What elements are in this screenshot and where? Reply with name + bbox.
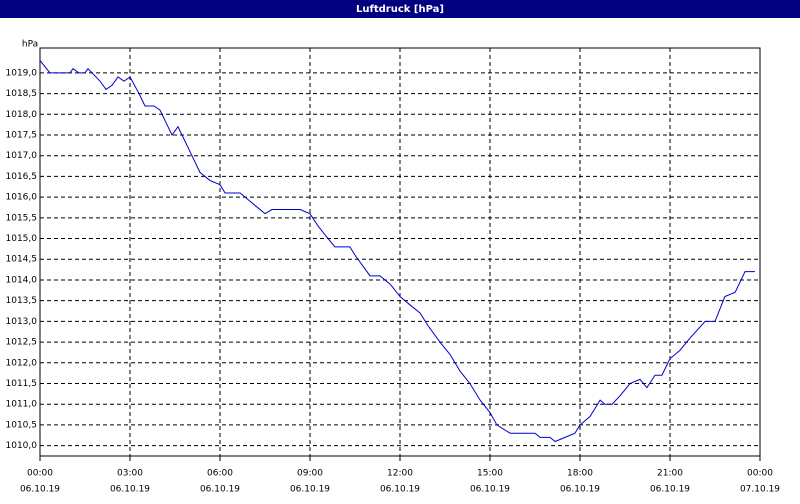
x-tick-label: 03:00 <box>117 469 143 479</box>
y-tick-label: 1014,0 <box>6 275 38 285</box>
y-tick-label: 1013,5 <box>6 296 38 306</box>
x-tick-label: 18:00 <box>567 469 593 479</box>
y-tick-label: 1010,0 <box>6 441 38 451</box>
y-tick-label: 1010,5 <box>6 420 38 430</box>
x-tick-date: 06.10.19 <box>290 485 330 495</box>
y-tick-label: 1012,5 <box>6 338 38 348</box>
y-tick-label: 1013,0 <box>6 317 38 327</box>
data-line <box>39 60 755 443</box>
x-tick-date: 06.10.19 <box>200 485 240 495</box>
x-tick-label: 21:00 <box>657 469 683 479</box>
x-tick-label: 06:00 <box>207 469 233 479</box>
y-tick-label: 1016,0 <box>6 193 38 203</box>
y-tick-label: 1017,0 <box>6 151 38 161</box>
x-tick-date: 06.10.19 <box>650 485 690 495</box>
y-tick-label: 1015,0 <box>6 234 38 244</box>
y-tick-label: 1018,5 <box>6 89 38 99</box>
x-tick-date: 06.10.19 <box>110 485 150 495</box>
x-tick-date: 06.10.19 <box>20 485 60 495</box>
x-tick-label: 12:00 <box>387 469 413 479</box>
x-tick-date: 06.10.19 <box>470 485 510 495</box>
x-tick-label: 00:00 <box>747 469 773 479</box>
x-tick-date: 06.10.19 <box>380 485 420 495</box>
x-tick-label: 09:00 <box>297 469 323 479</box>
y-unit: hPa <box>22 40 38 50</box>
x-tick-date: 06.10.19 <box>560 485 600 495</box>
y-tick-label: 1015,5 <box>6 213 38 223</box>
y-tick-label: 1018,0 <box>6 110 38 120</box>
y-tick-label: 1017,5 <box>6 130 38 140</box>
x-tick-date: 07.10.19 <box>740 485 780 495</box>
x-tick-label: 00:00 <box>27 469 53 479</box>
x-tick-label: 15:00 <box>477 469 503 479</box>
y-tick-label: 1012,0 <box>6 358 38 368</box>
y-tick-label: 1016,5 <box>6 172 38 182</box>
title-bar <box>0 0 800 18</box>
y-tick-label: 1019,0 <box>6 68 38 78</box>
chart-title: Luftdruck [hPa] <box>356 4 444 15</box>
y-tick-label: 1014,5 <box>6 255 38 265</box>
y-tick-label: 1011,5 <box>6 379 38 389</box>
y-tick-label: 1011,0 <box>6 400 38 410</box>
